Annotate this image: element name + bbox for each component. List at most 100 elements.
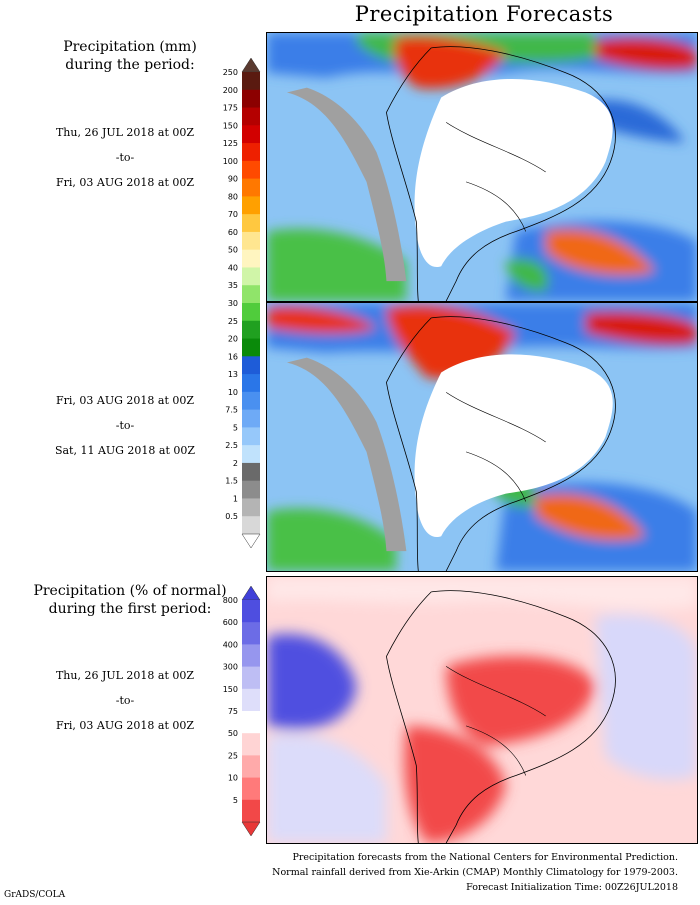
period1-end: Fri, 03 AUG 2018 at 00Z: [56, 176, 194, 189]
footer-line-2: Normal rainfall derived from Xie-Arkin (…: [272, 867, 678, 878]
mm-colorbar-tick-label: 5: [233, 423, 238, 432]
mm-colorbar-swatch: [242, 231, 260, 251]
mm-colorbar-swatch: [242, 303, 260, 322]
precip-map-period2-graphic: [267, 303, 697, 571]
mm-colorbar-swatch: [242, 72, 260, 91]
period1-to: -to-: [115, 151, 135, 164]
mm-colorbar-tick-label: 20: [228, 335, 238, 344]
percent-colorbar-tick-label: 600: [223, 618, 238, 627]
percent-colorbar-swatch: [242, 711, 260, 734]
mm-colorbar-tick-label: 7.5: [225, 406, 238, 415]
mm-colorbar-swatch: [242, 445, 260, 464]
percent-normal-map: [266, 576, 698, 844]
percent-colorbar-top-arrow: [241, 585, 261, 601]
mm-colorbar-tick-label: 10: [228, 388, 238, 397]
mm-colorbar-swatch: [242, 498, 260, 517]
percent-colorbar-tick-label: 400: [223, 640, 238, 649]
pct-header-line-2: during the first period:: [48, 601, 212, 617]
percent-colorbar-swatch: [242, 644, 260, 668]
percent-colorbar-swatch: [242, 666, 260, 690]
mm-colorbar-swatch: [242, 338, 260, 357]
mm-colorbar-swatch: [242, 427, 260, 446]
mm-colorbar-tick-label: 60: [228, 228, 238, 237]
percent-colorbar-tick-label: 300: [223, 663, 238, 672]
pct-header: Precipitation (% of normal) during the f…: [10, 582, 250, 618]
mm-colorbar: 250 200 175 150 125 100 90 80 70 60 50 40 35 30 25 20 16…: [202, 57, 262, 549]
period1-start: Thu, 26 JUL 2018 at 00Z: [55, 126, 195, 139]
mm-colorbar-tick-label: 30: [228, 299, 238, 308]
precip-map-period2: [266, 302, 698, 572]
percent-colorbar-bottom-arrow: [241, 821, 261, 837]
period2-start: Fri, 03 AUG 2018 at 00Z: [56, 394, 194, 407]
mm-colorbar-tick-label: 1: [233, 494, 238, 503]
mm-colorbar-swatch: [242, 196, 260, 215]
mm-colorbar-swatch: [242, 249, 260, 268]
mm-header-line-1: Precipitation (mm): [63, 39, 197, 55]
mm-colorbar-swatch: [242, 391, 260, 411]
pct-header-line-1: Precipitation (% of normal): [33, 583, 227, 599]
percent-colorbar-swatch: [242, 622, 260, 645]
mm-colorbar-swatch: [242, 356, 260, 375]
percent-colorbar-tick-label: 800: [223, 596, 238, 605]
period2-end: Sat, 11 AUG 2018 at 00Z: [54, 444, 196, 457]
mm-header: Precipitation (mm) during the period:: [20, 38, 240, 74]
percent-colorbar-tick-label: 150: [223, 685, 238, 694]
mm-colorbar-swatch: [242, 374, 260, 393]
mm-colorbar-tick-label: 13: [228, 370, 238, 379]
percent-colorbar-tick-label: 50: [228, 729, 238, 738]
mm-colorbar-tick-label: 2.5: [225, 441, 238, 450]
percent-colorbar-tick-label: 75: [228, 707, 238, 716]
mm-colorbar-tick-label: 50: [228, 246, 238, 255]
mm-colorbar-swatch: [242, 160, 260, 180]
mm-colorbar-swatch: [242, 267, 260, 286]
mm-colorbar-tick-label: 0.5: [225, 512, 238, 521]
mm-colorbar-swatch: [242, 143, 260, 162]
mm-colorbar-tick-label: 250: [223, 68, 238, 77]
percent-colorbar-swatch: [242, 688, 260, 712]
mm-colorbar-swatch: [242, 214, 260, 233]
percent-normal-map-graphic: [267, 577, 697, 843]
percent-colorbar-svg: 800 600 400 300 150 75 50 25 10 5: [223, 585, 261, 837]
period2-to: -to-: [115, 419, 135, 432]
mm-colorbar-tick-label: 150: [223, 121, 238, 130]
mm-header-line-2: during the period:: [65, 57, 195, 73]
mm-colorbar-swatch: [242, 409, 260, 428]
footer-line-3: Forecast Initialization Time: 00Z26JUL20…: [466, 882, 678, 893]
page-title: Precipitation Forecasts: [354, 2, 614, 26]
mm-colorbar-swatch: [242, 107, 260, 126]
percent-colorbar-swatch: [242, 733, 260, 756]
mm-colorbar-top-arrow: [241, 57, 261, 73]
percent-colorbar-swatch: [242, 777, 260, 801]
mm-colorbar-tick-label: 90: [228, 175, 238, 184]
mm-colorbar-tick-label: 175: [223, 104, 238, 113]
mm-colorbar-bottom-arrow: [241, 533, 261, 549]
mm-colorbar-tick-label: 200: [223, 86, 238, 95]
mm-colorbar-swatch: [242, 320, 260, 340]
percent-colorbar-swatch: [242, 755, 260, 779]
mm-colorbar-swatch: [242, 89, 260, 109]
percent-colorbar-swatch: [242, 799, 260, 823]
mm-colorbar-tick-label: 40: [228, 263, 238, 272]
percent-colorbar-tick-label: 10: [228, 774, 238, 783]
mm-colorbar-tick-label: 25: [228, 317, 238, 326]
credit-label: GrADS/COLA: [4, 890, 66, 900]
mm-colorbar-tick-label: 125: [223, 139, 238, 148]
mm-colorbar-tick-label: 80: [228, 192, 238, 201]
mm-colorbar-swatch: [242, 178, 260, 197]
mm-colorbar-svg: 250 200 175 150 125 100 90 80 70 60 50 40 35 30 25 20 16…: [223, 57, 261, 549]
footer-line-1: Precipitation forecasts from the Nationa…: [292, 852, 679, 863]
mm-colorbar-swatch: [242, 285, 260, 304]
mm-colorbar-tick-label: 70: [228, 210, 238, 219]
mm-colorbar-swatch: [242, 480, 260, 499]
period3-end: Fri, 03 AUG 2018 at 00Z: [56, 719, 194, 732]
mm-colorbar-tick-label: 35: [228, 281, 238, 290]
precip-map-period1-graphic: [267, 33, 697, 301]
period3-to: -to-: [115, 694, 135, 707]
mm-colorbar-tick-label: 100: [223, 157, 238, 166]
period3-start: Thu, 26 JUL 2018 at 00Z: [55, 669, 195, 682]
precip-map-period1: [266, 32, 698, 302]
mm-colorbar-tick-label: 1.5: [225, 477, 238, 486]
percent-colorbar-tick-label: 25: [228, 751, 238, 760]
mm-colorbar-swatch: [242, 462, 260, 482]
mm-colorbar-tick-label: 16: [228, 352, 238, 361]
